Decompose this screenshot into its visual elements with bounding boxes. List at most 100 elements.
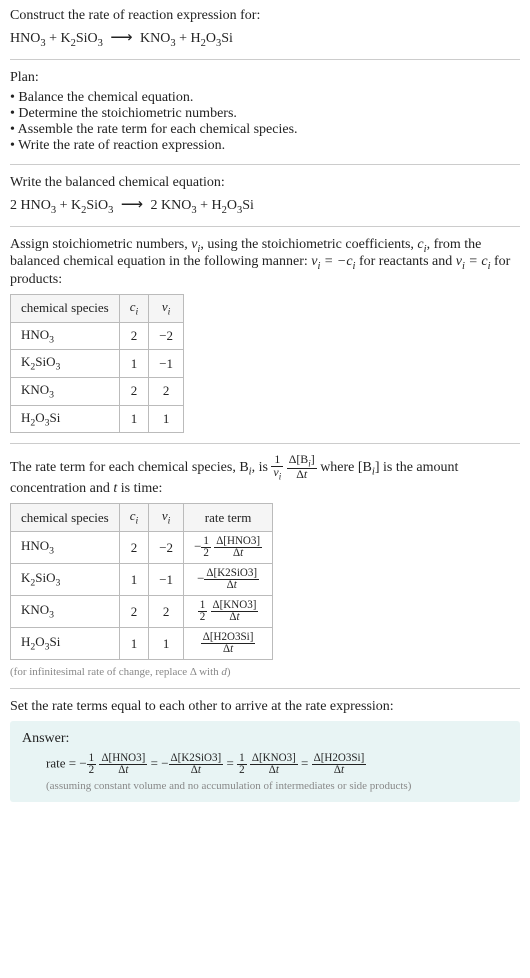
plan-item: Balance the chemical equation. (10, 90, 520, 106)
cell: 1 (119, 350, 149, 378)
frac-1-nu: 1νi (271, 454, 283, 481)
rate-expression: rate = −12 Δ[HNO3]Δt = −Δ[K2SiO3]Δt = 12… (46, 753, 508, 776)
plan-list: Balance the chemical equation. Determine… (10, 90, 520, 154)
cell: 1 (149, 628, 184, 660)
table-header-row: chemical species ci νi rate term (11, 504, 273, 532)
delta-frac: Δ[HNO3]Δt (214, 536, 262, 559)
text: , using the stoichiometric coefficients, (200, 237, 417, 252)
answer-label: Answer: (22, 731, 508, 747)
plan-item: Assemble the rate term for each chemical… (10, 122, 520, 138)
cell: 1 (119, 564, 149, 596)
table-row: HNO3 2 −2 −12 Δ[HNO3]Δt (11, 531, 273, 563)
table-row: KNO322 (11, 377, 184, 405)
table-row: HNO32−2 (11, 322, 184, 350)
equals: = (151, 756, 162, 771)
nu-i: νi (191, 237, 200, 252)
infinitesimal-note: (for infinitesimal rate of change, repla… (10, 666, 520, 678)
text: for reactants and (355, 254, 455, 269)
cell: 2 (149, 596, 184, 628)
sign: − (161, 756, 168, 771)
sign: − (79, 756, 86, 771)
delta-frac: Δ[KNO3]Δt (211, 600, 259, 623)
equals: = (226, 756, 237, 771)
col-ci: ci (119, 504, 149, 532)
col-nui: νi (149, 504, 184, 532)
plan-item: Write the rate of reaction expression. (10, 138, 520, 154)
col-species: chemical species (11, 504, 120, 532)
divider (10, 443, 520, 444)
plan-label: Plan: (10, 70, 520, 86)
sign: − (197, 571, 204, 586)
cell: K2SiO3 (11, 350, 120, 378)
eq2: νi = ci (456, 254, 491, 269)
answer-box: Answer: rate = −12 Δ[HNO3]Δt = −Δ[K2SiO3… (10, 721, 520, 802)
eq-text: 2 HNO3 + K2SiO3 ⟶ 2 KNO3 + H2O3Si (10, 198, 254, 213)
cell: 2 (119, 531, 149, 563)
cell: HNO3 (11, 322, 120, 350)
rate-prefix: rate = (46, 756, 79, 771)
text: The rate term for each chemical species,… (10, 460, 249, 475)
cell: 1 (119, 628, 149, 660)
cell: −12 Δ[HNO3]Δt (184, 531, 273, 563)
cell: −2 (149, 322, 184, 350)
delta-frac: Δ[HNO3]Δt (99, 753, 147, 776)
plan-item: Determine the stoichiometric numbers. (10, 106, 520, 122)
divider (10, 688, 520, 689)
frac-dbi-dt: Δ[Bi]Δt (287, 454, 317, 481)
table-row: H2O3Si11 (11, 405, 184, 433)
stoich-table: chemical species ci νi HNO32−2 K2SiO31−1… (10, 294, 184, 433)
divider (10, 164, 520, 165)
coef-frac: 12 (237, 753, 247, 776)
cell: −2 (149, 531, 184, 563)
cell: −1 (149, 350, 184, 378)
cell: 2 (119, 596, 149, 628)
cell: KNO3 (11, 596, 120, 628)
unbalanced-equation: HNO3 + K2SiO3 ⟶ KNO3 + H2O3Si (10, 28, 520, 49)
set-equal-text: Set the rate terms equal to each other t… (10, 699, 520, 715)
col-rate: rate term (184, 504, 273, 532)
rate-term-intro: The rate term for each chemical species,… (10, 454, 520, 678)
cell: HNO3 (11, 531, 120, 563)
equals: = (301, 756, 312, 771)
rate-term-table: chemical species ci νi rate term HNO3 2 … (10, 503, 273, 660)
text: is time: (117, 481, 162, 496)
col-species: chemical species (11, 295, 120, 323)
delta-frac: Δ[K2SiO3]Δt (169, 753, 224, 776)
assumption-note: (assuming constant volume and no accumul… (46, 780, 508, 792)
text: where [B (320, 460, 372, 475)
delta-frac: Δ[KNO3]Δt (250, 753, 298, 776)
delta-frac: Δ[K2SiO3]Δt (204, 568, 259, 591)
table-header-row: chemical species ci νi (11, 295, 184, 323)
coef-frac: 12 (201, 536, 211, 559)
cell: −1 (149, 564, 184, 596)
cell: Δ[H2O3Si]Δt (184, 628, 273, 660)
c-i: ci (417, 237, 426, 252)
eq-text: HNO3 + K2SiO3 ⟶ KNO3 + H2O3Si (10, 31, 233, 46)
table-row: K2SiO31−1 (11, 350, 184, 378)
cell: 1 (149, 405, 184, 433)
table-row: H2O3Si 1 1 Δ[H2O3Si]Δt (11, 628, 273, 660)
cell: H2O3Si (11, 628, 120, 660)
text: Assign stoichiometric numbers, (10, 237, 191, 252)
balanced-equation: 2 HNO3 + K2SiO3 ⟶ 2 KNO3 + H2O3Si (10, 195, 520, 216)
cell: 2 (119, 377, 149, 405)
text: , is (252, 460, 272, 475)
delta-frac: Δ[H2O3Si]Δt (201, 632, 256, 655)
cell: 1 (119, 405, 149, 433)
eq1: νi = −ci (311, 254, 355, 269)
cell: 12 Δ[KNO3]Δt (184, 596, 273, 628)
col-ci: ci (119, 295, 149, 323)
divider (10, 226, 520, 227)
col-nui: νi (149, 295, 184, 323)
coef-frac: 12 (87, 753, 97, 776)
divider (10, 59, 520, 60)
cell: 2 (149, 377, 184, 405)
cell: H2O3Si (11, 405, 120, 433)
construct-title: Construct the rate of reaction expressio… (10, 8, 520, 24)
stoich-intro: Assign stoichiometric numbers, νi, using… (10, 237, 520, 434)
cell: −Δ[K2SiO3]Δt (184, 564, 273, 596)
coef-frac: 12 (198, 600, 208, 623)
cell: 2 (119, 322, 149, 350)
table-row: KNO3 2 2 12 Δ[KNO3]Δt (11, 596, 273, 628)
sign: − (194, 538, 201, 553)
